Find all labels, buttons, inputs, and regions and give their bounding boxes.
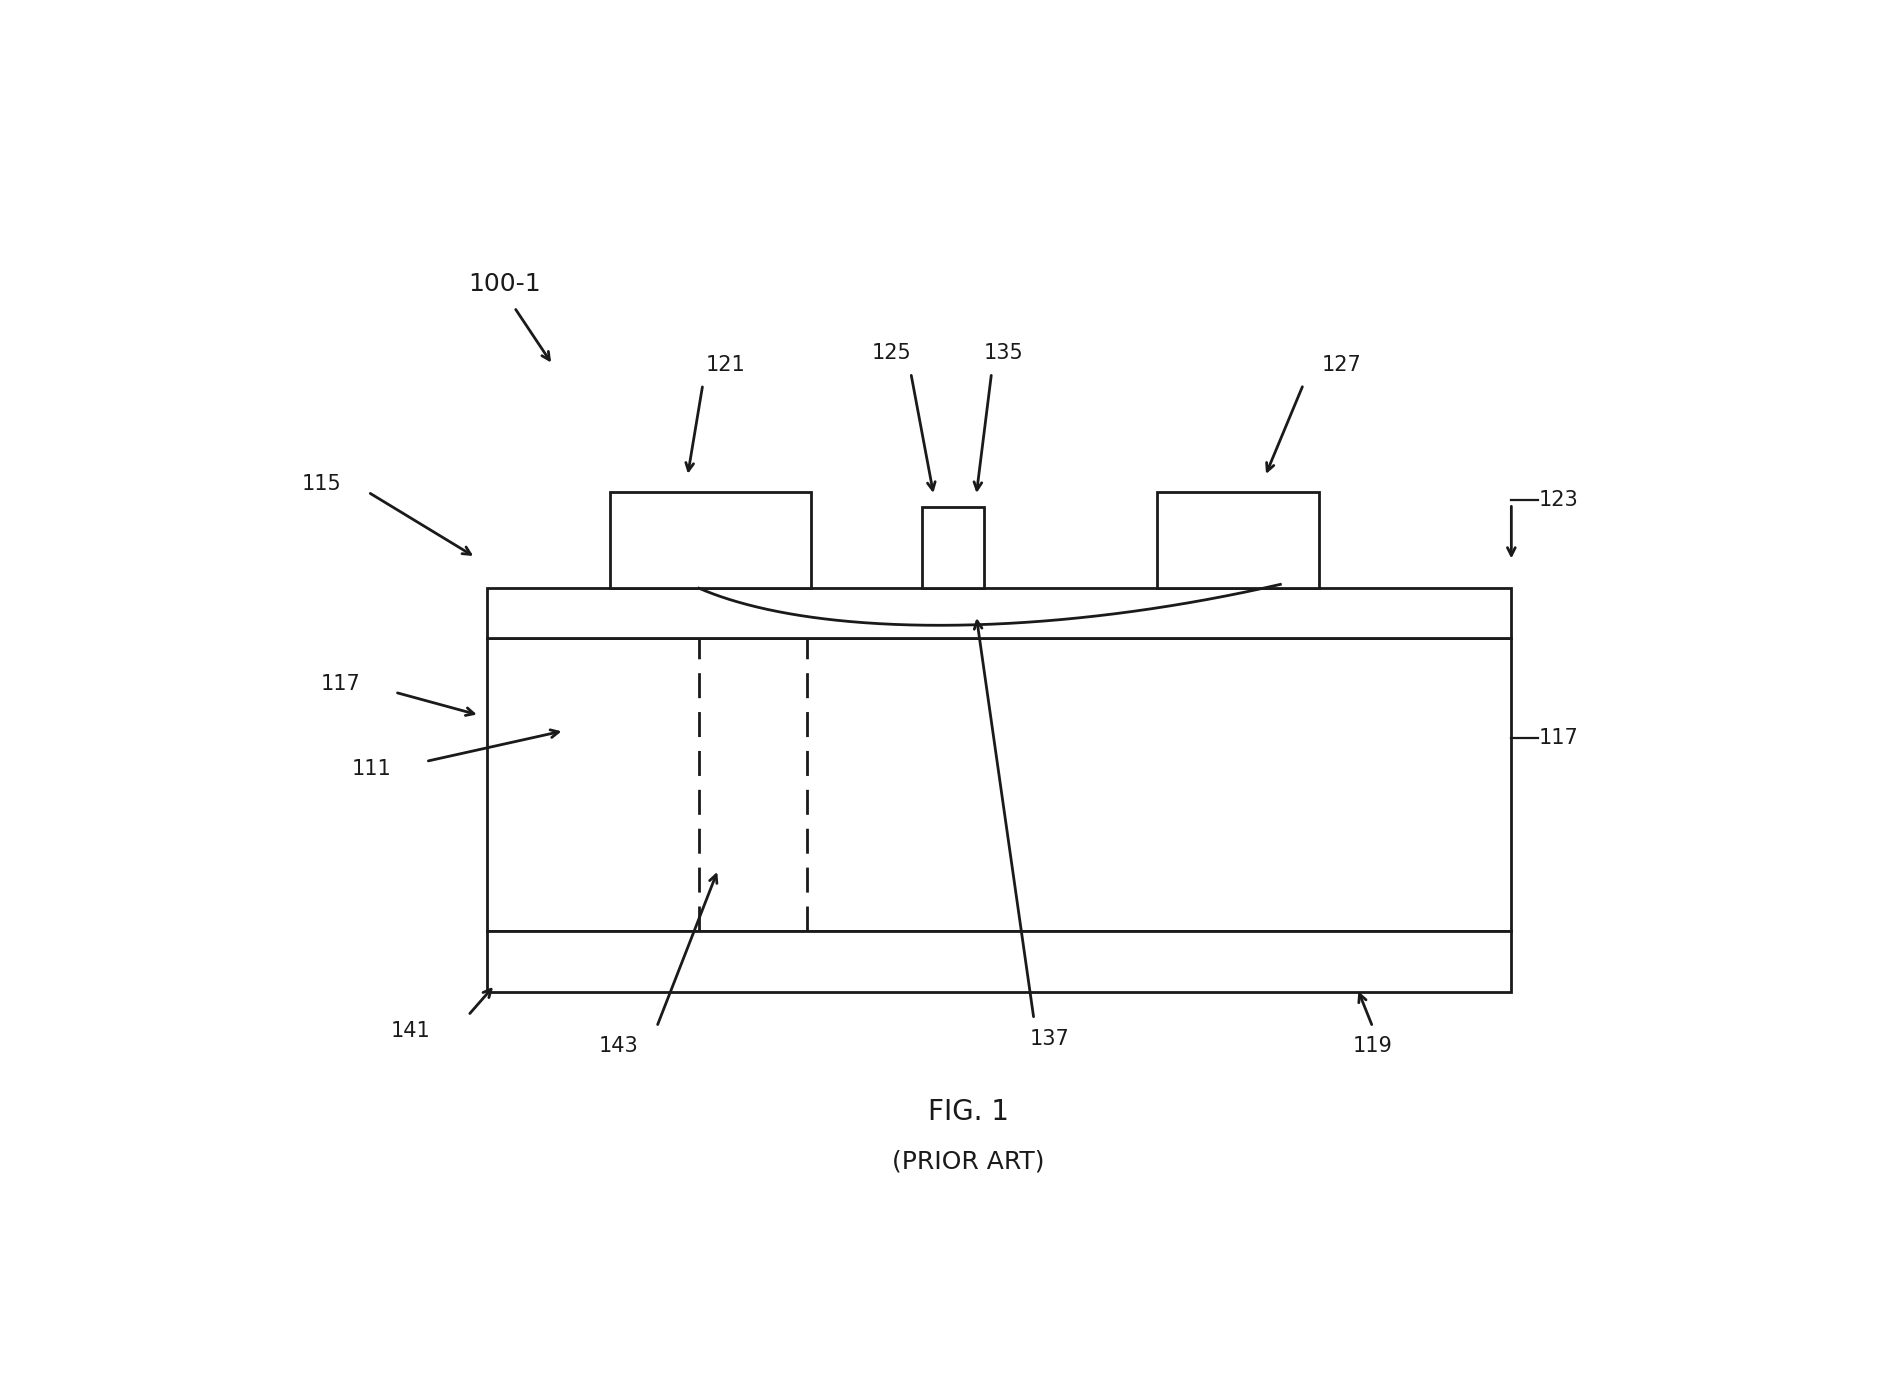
- Bar: [1158, 491, 1319, 589]
- Text: 117: 117: [321, 675, 361, 695]
- Text: 115: 115: [302, 475, 342, 494]
- Bar: [487, 639, 1511, 931]
- Text: 123: 123: [1538, 490, 1577, 509]
- Text: 141: 141: [391, 1020, 431, 1041]
- Text: 119: 119: [1353, 1037, 1392, 1057]
- Text: 127: 127: [1322, 355, 1362, 374]
- Text: 111: 111: [351, 759, 391, 780]
- Bar: [922, 507, 984, 589]
- Text: 143: 143: [599, 1037, 638, 1057]
- Text: (PRIOR ART): (PRIOR ART): [892, 1150, 1045, 1173]
- Text: 121: 121: [706, 355, 746, 374]
- Text: 137: 137: [1030, 1029, 1069, 1048]
- Text: 117: 117: [1538, 728, 1577, 749]
- Text: FIG. 1: FIG. 1: [927, 1098, 1009, 1126]
- Bar: [610, 491, 810, 589]
- Bar: [487, 931, 1511, 992]
- Bar: [487, 589, 1511, 639]
- Text: 125: 125: [871, 344, 910, 363]
- Text: 100-1: 100-1: [468, 271, 540, 296]
- Text: 135: 135: [984, 344, 1024, 363]
